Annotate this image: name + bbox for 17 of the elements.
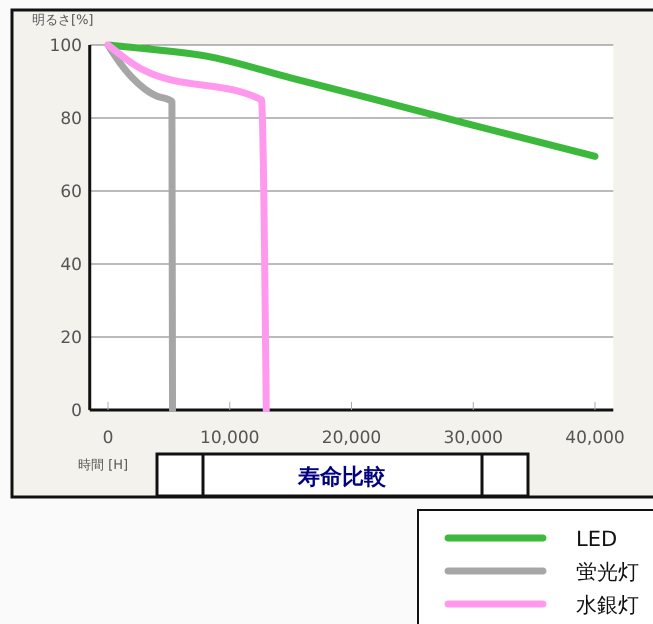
- legend-label: LED: [576, 527, 618, 551]
- x-tick-label: 10,000: [200, 428, 260, 448]
- text: 寿命比較: [297, 465, 387, 490]
- x-tick-label: 0: [102, 428, 114, 448]
- y-tick-label: 20: [60, 328, 82, 348]
- y-tick-label: 0: [71, 401, 82, 421]
- x-tick-label: 30,000: [444, 428, 503, 448]
- y-tick-label: 100: [50, 36, 82, 56]
- y-tick-label: 40: [60, 255, 82, 275]
- x-tick-label: 40,000: [565, 428, 625, 448]
- legend-label: 水銀灯: [576, 593, 639, 617]
- y-tick-label: 80: [60, 109, 82, 129]
- x-axis-title: 時間 [H]: [78, 458, 128, 473]
- y-tick-label: 60: [60, 182, 82, 202]
- y-axis-title: 明るさ[%]: [32, 13, 94, 28]
- legend-label: 蛍光灯: [576, 560, 639, 584]
- x-tick-label: 20,000: [322, 428, 382, 448]
